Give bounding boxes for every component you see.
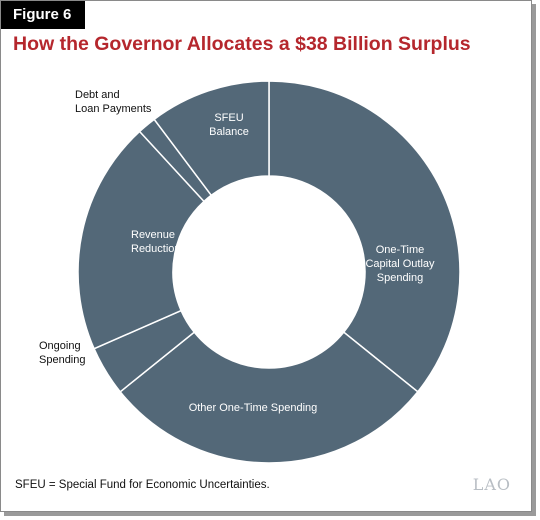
slice-label-sfeu-balance: SFEU Balance [209,112,249,138]
footnote: SFEU = Special Fund for Economic Uncerta… [15,479,270,491]
slice-label-debt-and-loan-payments: Debt and Loan Payments [75,89,152,115]
donut-chart: One-Time Capital Outlay Spending Other One-… [39,80,461,464]
slice-label-revenue-reductions: Revenue Reductions [131,229,187,255]
slice-label-one-time-capital-outlay-spending: One-Time Capital Outlay Spending [365,244,435,284]
lao-logo: LAO [472,475,511,494]
figure-label: Figure 6 [1,1,86,29]
figure-frame: Figure 6 How the Governor Allocates a $3… [0,0,532,512]
slice-revenue-reductions [77,130,206,350]
slice-label-other-one-time-spending: Other One-Time Spending [189,402,318,414]
slice-sfeu-balance [153,80,270,197]
slice-other-one-time-spending [119,331,419,464]
slice-one-time-capital-outlay-spending [268,80,461,393]
slice-label-ongoing-spending: Ongoing Spending [39,340,86,366]
chart-title: How the Governor Allocates a $38 Billion… [13,33,471,55]
